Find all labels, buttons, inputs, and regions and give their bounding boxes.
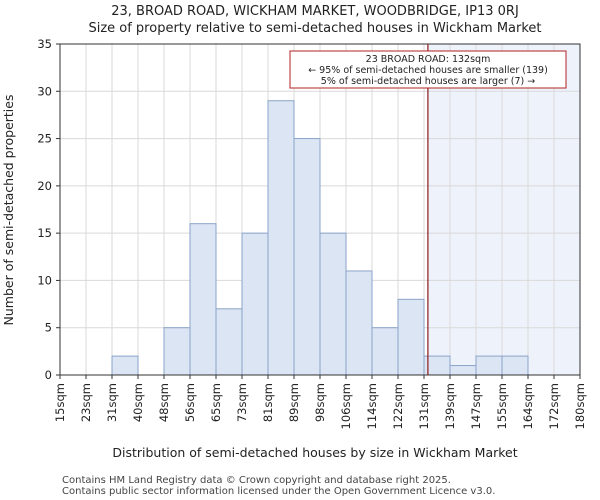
x-tick-label: 122sqm [391,383,405,429]
bar [189,223,217,376]
bar [215,308,243,376]
bar [345,270,373,376]
x-tick-label: 172sqm [547,383,561,429]
x-tick-label: 15sqm [53,383,67,422]
x-tick-label: 89sqm [287,383,301,422]
bar [319,232,347,376]
x-tick-label: 131sqm [417,383,431,429]
annotation-line-1: 23 BROAD ROAD: 132sqm [366,54,491,65]
bar [397,298,425,376]
chart-title-line2: Size of property relative to semi-detach… [88,21,541,36]
bar [241,232,269,376]
y-tick-label: 35 [37,37,52,51]
x-tick-label: 147sqm [469,383,483,429]
x-axis-label: Distribution of semi-detached houses by … [112,445,517,460]
annotation-line-2: ← 95% of semi-detached houses are smalle… [308,65,548,76]
annotation-box [289,50,567,89]
footer-line1: Contains HM Land Registry data © Crown c… [62,475,451,486]
x-tick-label: 98sqm [313,383,327,422]
bar [475,355,503,376]
x-tick-label: 139sqm [443,383,457,429]
plot-area: 0 5 10 15 20 25 30 35 15sqm 23sqm 31sqm 40sqm 48sqm 5… [37,37,587,429]
x-tick-label: 31sqm [105,383,119,422]
x-tick-label: 180sqm [573,383,587,429]
bar [501,355,529,376]
highlight-region [427,44,580,375]
chart-title-line1: 23, BROAD ROAD, WICKHAM MARKET, WOODBRID… [111,4,519,19]
y-tick-label: 15 [37,226,52,240]
x-tick-label: 114sqm [365,383,379,429]
annotation-line-3: 5% of semi-detached houses are larger (7… [321,76,535,87]
footer-line2: Contains public sector information licen… [62,486,495,497]
x-tick-label: 56sqm [183,383,197,422]
bar [371,327,399,376]
plot-frame [59,43,581,376]
bar [293,138,321,376]
x-tick-label: 40sqm [131,383,145,422]
x-tick-label: 48sqm [157,383,171,422]
x-tick-label: 23sqm [79,383,93,422]
y-tick-label: 25 [37,132,52,146]
bar [163,327,191,376]
y-tick-label: 30 [37,84,52,98]
bar [449,365,477,376]
x-tick-label: 155sqm [495,383,509,429]
bar [111,355,139,376]
y-tick-label: 0 [45,368,52,382]
x-tick-label: 73sqm [235,383,249,422]
x-tick-label: 106sqm [339,383,353,429]
y-tick-label: 10 [37,273,52,287]
y-tick-label: 5 [45,321,52,335]
x-tick-label: 81sqm [261,383,275,422]
bar [267,100,295,376]
y-axis-label: Number of semi-detached properties [1,95,16,326]
y-tick-label: 20 [37,179,52,193]
x-tick-label: 65sqm [209,383,223,422]
x-tick-label: 164sqm [521,383,535,429]
